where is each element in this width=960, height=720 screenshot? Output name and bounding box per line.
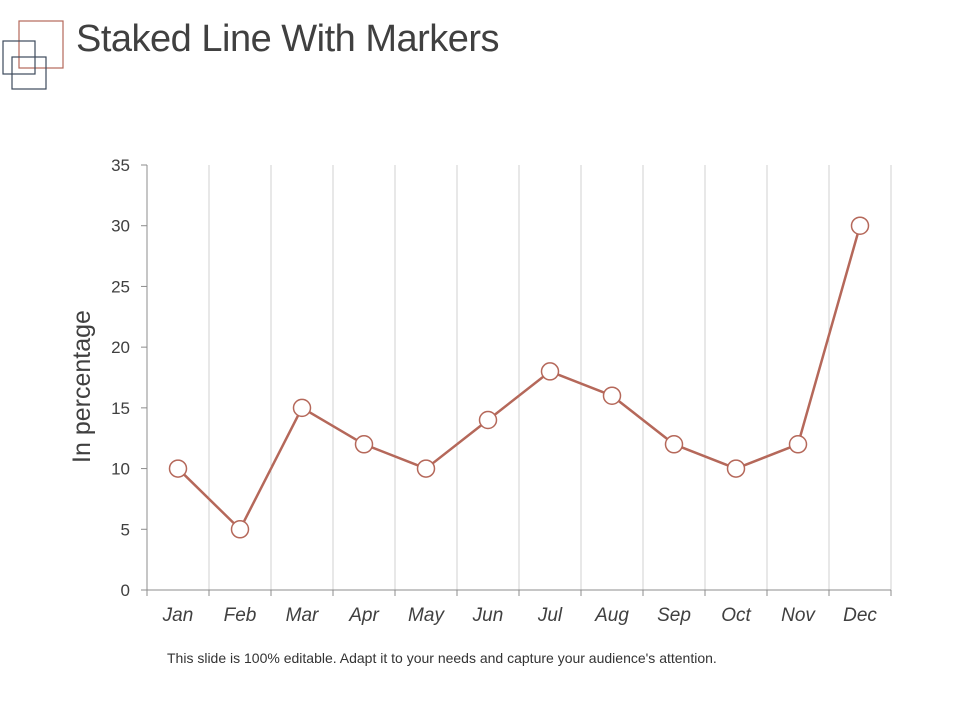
x-tick-label: Apr (348, 605, 379, 626)
logo-square-small (11, 56, 47, 90)
series-line (177, 225, 862, 531)
slide-logo (2, 20, 64, 90)
x-tick-label: Sep (657, 605, 691, 626)
x-tick-label: Oct (721, 605, 751, 626)
data-point-oct (726, 459, 746, 478)
x-tick-label: Jul (537, 605, 563, 626)
y-tick-label: 30 (111, 217, 130, 236)
x-tick-label: Aug (594, 605, 629, 626)
y-tick-label: 35 (111, 156, 130, 175)
y-tick-label: 25 (111, 277, 130, 296)
x-tick-label: Jan (162, 605, 194, 626)
y-tick-label: 15 (111, 399, 130, 418)
x-tick-label: Nov (781, 605, 816, 626)
y-tick-label: 20 (111, 338, 130, 357)
data-point-feb (230, 520, 250, 539)
data-point-sep (664, 435, 684, 454)
y-tick-label: 10 (111, 460, 130, 479)
y-tick-label: 5 (121, 520, 130, 539)
x-tick-label: Jun (472, 605, 504, 626)
data-point-jul (540, 362, 560, 381)
data-point-jun (478, 410, 498, 430)
y-axis-title: In percentage (68, 310, 96, 463)
logo-square-large (18, 20, 64, 69)
data-point-may (416, 459, 436, 478)
data-point-mar (292, 398, 312, 418)
x-tick-label: May (408, 605, 445, 626)
data-point-jan (168, 459, 188, 478)
slide-caption: This slide is 100% editable. Adapt it to… (167, 650, 717, 666)
slide-title: Staked Line With Markers (76, 18, 500, 60)
data-point-nov (788, 435, 808, 454)
data-point-apr (354, 435, 374, 454)
data-point-aug (602, 386, 622, 405)
y-tick-label: 0 (121, 581, 130, 600)
x-tick-label: Feb (224, 605, 257, 626)
x-tick-label: Mar (286, 605, 319, 626)
x-tick-label: Dec (843, 605, 877, 626)
data-point-dec (850, 216, 870, 235)
